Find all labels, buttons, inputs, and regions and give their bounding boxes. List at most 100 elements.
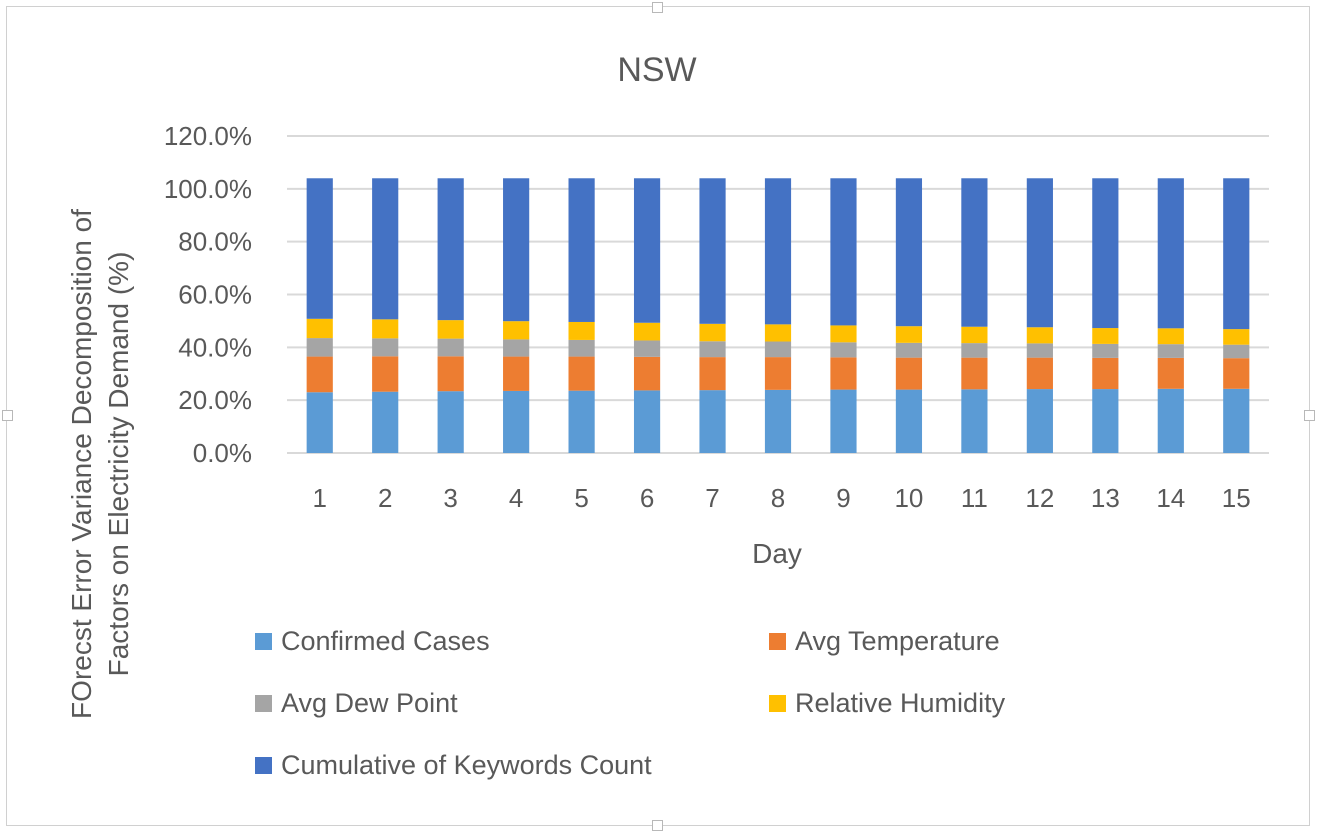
- bar-segment: [306, 318, 333, 339]
- bar-segment: [1092, 178, 1119, 329]
- bar-segment: [830, 357, 857, 390]
- x-tick-label: 6: [640, 483, 654, 513]
- legend-swatch: [769, 633, 786, 650]
- bar-segment: [764, 341, 792, 358]
- bar-segment: [437, 356, 464, 392]
- x-tick-label: 4: [509, 483, 523, 513]
- bar-segment: [699, 323, 726, 342]
- y-axis-label-line-1: FOrecst Error Variance Decomposition of: [66, 209, 97, 719]
- bar-segment: [568, 390, 595, 453]
- x-tick-label: 10: [894, 483, 923, 513]
- bar-segment: [1223, 329, 1250, 345]
- bar-segment: [633, 340, 661, 357]
- x-tick-label: 12: [1025, 483, 1054, 513]
- bar-segment: [633, 178, 661, 323]
- legend: Confirmed Cases Avg Temperature Avg Dew Po…: [255, 626, 1006, 780]
- bar-segment: [568, 356, 595, 391]
- bar-segment: [1223, 178, 1250, 330]
- y-axis-label: FOrecst Error Variance Decomposition of …: [66, 209, 134, 719]
- resize-handle-top[interactable]: [652, 2, 663, 13]
- bar-segment: [503, 356, 530, 391]
- bar-segment: [437, 178, 464, 321]
- bar-segment: [1223, 344, 1250, 359]
- y-axis-label-line-2: Factors on Electricity Demand (%): [103, 252, 134, 677]
- bar-segment: [1223, 358, 1250, 389]
- legend-label: Cumulative of Keywords Count: [281, 750, 652, 780]
- x-tick-label: 9: [836, 483, 850, 513]
- x-tick-label: 14: [1156, 483, 1185, 513]
- x-tick-label: 5: [574, 483, 588, 513]
- x-tick-label: 8: [771, 483, 785, 513]
- y-tick-label: 120.0%: [164, 121, 252, 151]
- bar-segment: [306, 356, 333, 393]
- bar-segment: [1026, 327, 1053, 344]
- bar-segment: [437, 320, 464, 339]
- bar-segment: [372, 356, 399, 392]
- y-tick-label: 40.0%: [178, 332, 252, 362]
- bar-segment: [1092, 357, 1119, 390]
- resize-handle-right[interactable]: [1304, 410, 1315, 421]
- bar-segment: [1157, 328, 1184, 345]
- y-tick-label: 60.0%: [178, 280, 252, 310]
- x-tick-label: 2: [378, 483, 392, 513]
- x-tick-label: 15: [1222, 483, 1251, 513]
- x-axis-ticks: 1 2 3 4 5 6 7 8 9 10 11 12 13 14 15: [312, 483, 1250, 513]
- bar-segment: [699, 357, 726, 391]
- bar-segment: [1223, 388, 1250, 453]
- bar-segment: [306, 392, 333, 453]
- bar-segment: [503, 178, 530, 322]
- bar-segment: [372, 391, 399, 453]
- bar-segment: [1157, 344, 1184, 358]
- bar-segment: [1026, 357, 1053, 390]
- x-tick-label: 7: [705, 483, 719, 513]
- bar-segment: [306, 178, 333, 319]
- bar-segment: [1157, 388, 1184, 453]
- bar-segment: [961, 178, 988, 327]
- bar-segment: [1092, 389, 1119, 453]
- bar-segment: [306, 338, 333, 357]
- bar-segment: [1092, 343, 1119, 358]
- bar-segment: [372, 338, 399, 357]
- legend-label: Relative Humidity: [795, 688, 1006, 718]
- y-tick-label: 100.0%: [164, 174, 252, 204]
- bar-segment: [961, 343, 988, 358]
- y-tick-label: 0.0%: [193, 438, 252, 468]
- bar-segment: [895, 178, 923, 327]
- bar-segment: [437, 391, 464, 453]
- bar-segment: [503, 339, 530, 357]
- bar-segment: [764, 389, 792, 453]
- bar-segment: [830, 389, 857, 453]
- resize-handle-left[interactable]: [2, 410, 13, 421]
- bar-segment: [895, 389, 923, 453]
- bar-segment: [1026, 178, 1053, 328]
- bar-segment: [568, 339, 595, 357]
- bars: [306, 178, 1250, 453]
- bar-segment: [633, 390, 661, 453]
- x-tick-label: 13: [1091, 483, 1120, 513]
- bar-segment: [1157, 357, 1184, 389]
- bar-segment: [633, 322, 661, 341]
- bar-segment: [1026, 389, 1053, 453]
- bar-segment: [1026, 343, 1053, 358]
- legend-swatch: [255, 695, 272, 712]
- legend-swatch: [255, 633, 272, 650]
- legend-label: Avg Dew Point: [281, 688, 458, 718]
- bar-segment: [764, 178, 792, 325]
- x-tick-label: 1: [312, 483, 326, 513]
- x-tick-label: 11: [961, 483, 988, 513]
- bar-segment: [372, 319, 399, 339]
- bar-segment: [1157, 178, 1184, 329]
- bar-segment: [437, 338, 464, 357]
- bar-segment: [699, 178, 726, 324]
- x-axis-label: Day: [752, 538, 802, 569]
- bar-segment: [633, 356, 661, 391]
- bar-segment: [764, 357, 792, 390]
- chart-svg: NSW 0.0%20.0%40.0%60.0%80.0%100.0%120.0%…: [66, 51, 1269, 780]
- bar-segment: [895, 342, 923, 358]
- bar-segment: [830, 178, 857, 326]
- resize-handle-bottom[interactable]: [652, 820, 663, 831]
- bar-segment: [372, 178, 399, 320]
- bar-segment: [503, 321, 530, 340]
- bar-segment: [830, 325, 857, 343]
